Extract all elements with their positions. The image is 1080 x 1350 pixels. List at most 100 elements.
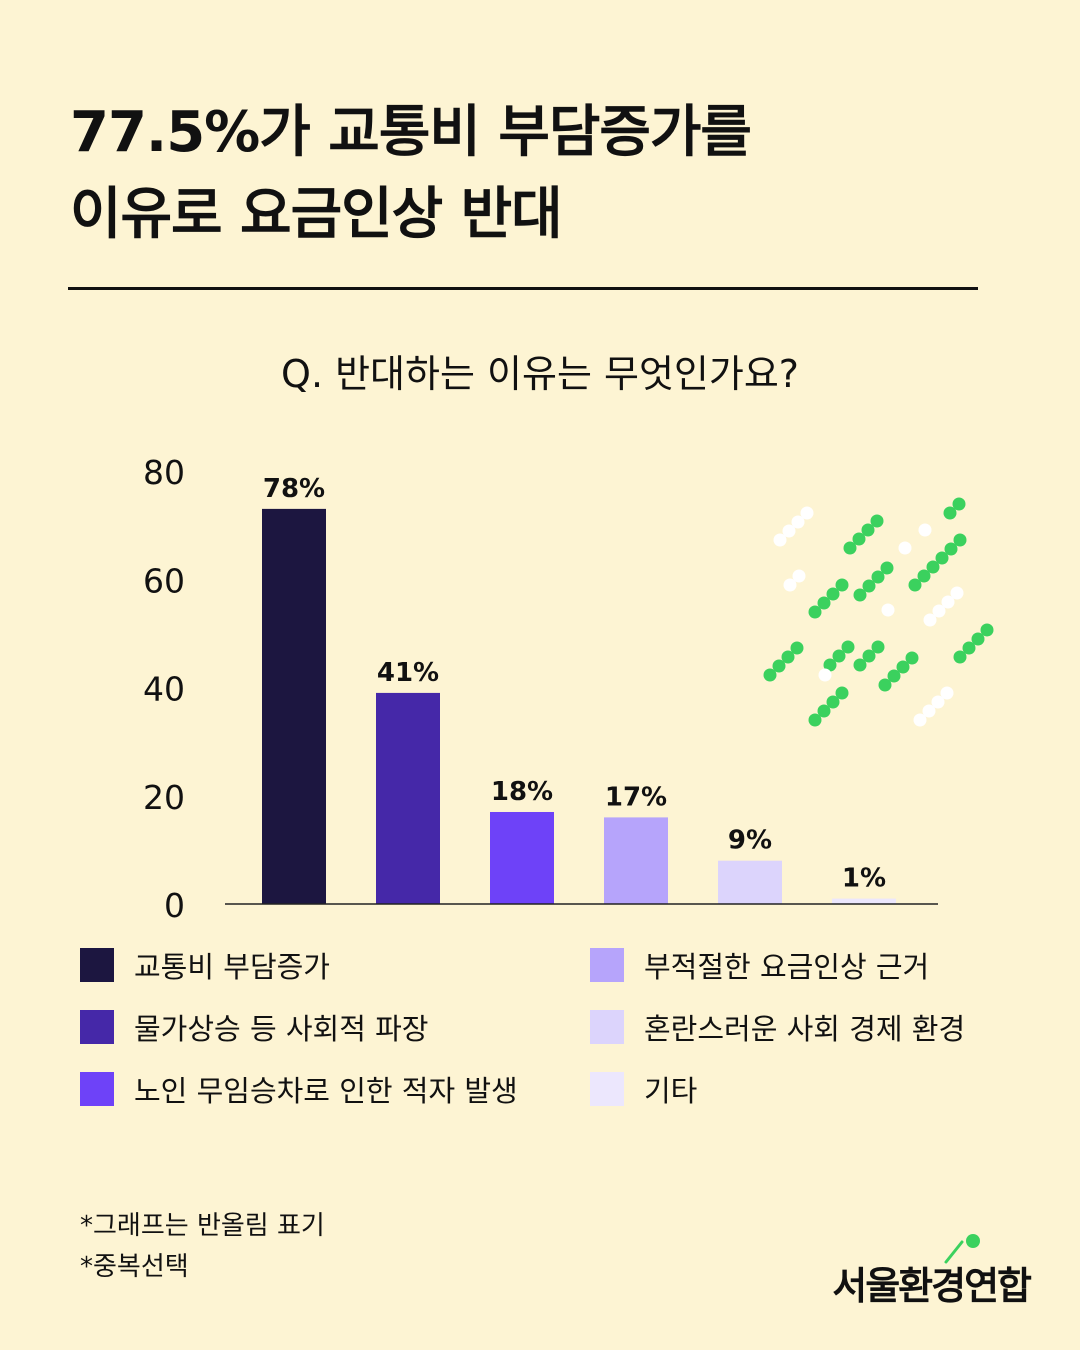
decor-dot bbox=[931, 695, 945, 709]
legend-swatch bbox=[80, 1072, 114, 1106]
decor-dot bbox=[823, 658, 837, 672]
data-label: 18% bbox=[491, 777, 553, 807]
legend-swatch bbox=[80, 1010, 114, 1044]
decor-dot bbox=[971, 632, 985, 646]
decor-dot bbox=[790, 641, 804, 655]
brand-leaf-icon bbox=[944, 1234, 980, 1264]
decor-dot bbox=[826, 695, 840, 709]
decor-dot bbox=[881, 603, 895, 617]
data-label: 9% bbox=[728, 826, 772, 856]
title-line-2: 이유로 요금인상 반대 bbox=[70, 182, 563, 247]
decor-dot bbox=[763, 668, 777, 682]
bar bbox=[832, 898, 896, 904]
decor-dot bbox=[913, 713, 927, 727]
data-label: 1% bbox=[842, 864, 886, 894]
legend-label: 부적절한 요금인상 근거 bbox=[644, 950, 930, 984]
legend-swatch bbox=[590, 1010, 624, 1044]
decor-dot bbox=[853, 588, 867, 602]
decor-dot bbox=[862, 579, 876, 593]
legend-item: 기타 bbox=[590, 1069, 697, 1109]
decor-dot bbox=[862, 649, 876, 663]
data-label: 41% bbox=[377, 658, 439, 688]
decor-dot bbox=[832, 649, 846, 663]
decor-dot bbox=[944, 542, 958, 556]
title-divider bbox=[68, 287, 978, 290]
decor-dot bbox=[782, 524, 796, 538]
decor-dot bbox=[922, 704, 936, 718]
decor-dot bbox=[980, 623, 994, 637]
decor-dot bbox=[896, 660, 910, 674]
y-tick-label: 60 bbox=[143, 561, 185, 600]
decor-dot bbox=[861, 523, 875, 537]
decor-dot bbox=[800, 506, 814, 520]
title-line-1: 77.5%가 교통비 부담증가를 bbox=[70, 100, 752, 165]
decor-dot bbox=[941, 595, 955, 609]
decor-dot bbox=[898, 541, 912, 555]
decor-dot bbox=[817, 596, 831, 610]
question-text: Q. 반대하는 이유는 무엇인가요? bbox=[281, 352, 799, 396]
decor-dot bbox=[853, 658, 867, 672]
bar bbox=[490, 811, 554, 904]
decor-dot bbox=[773, 533, 787, 547]
decor-dot bbox=[835, 578, 849, 592]
decor-dot bbox=[905, 651, 919, 665]
legend-label: 노인 무임승차로 인한 적자 발생 bbox=[134, 1074, 518, 1108]
decor-dot bbox=[953, 533, 967, 547]
decor-dot bbox=[818, 668, 832, 682]
y-tick-label: 80 bbox=[143, 453, 185, 492]
decor-dot bbox=[962, 641, 976, 655]
page-title: 77.5%가 교통비 부담증가를 이유로 요금인상 반대 bbox=[70, 92, 752, 256]
decor-dot bbox=[871, 570, 885, 584]
decor-dot bbox=[917, 569, 931, 583]
legend-label: 교통비 부담증가 bbox=[134, 950, 330, 984]
legend-item: 부적절한 요금인상 근거 bbox=[590, 945, 929, 985]
bar bbox=[262, 508, 326, 904]
decor-dot bbox=[808, 713, 822, 727]
data-label: 17% bbox=[605, 782, 667, 812]
data-label: 78% bbox=[263, 474, 325, 504]
decor-dot bbox=[880, 561, 894, 575]
decor-dot bbox=[772, 659, 786, 673]
rounding-note: *그래프는 반올림 표기 bbox=[80, 1211, 325, 1241]
decor-dot bbox=[918, 523, 932, 537]
decor-dot bbox=[950, 586, 964, 600]
bar bbox=[376, 692, 440, 904]
legend-item: 노인 무임승차로 인한 적자 발생 bbox=[80, 1069, 518, 1109]
decor-dot bbox=[953, 650, 967, 664]
decor-dot bbox=[843, 541, 857, 555]
decor-dot bbox=[781, 650, 795, 664]
legend-swatch bbox=[590, 948, 624, 982]
legend-swatch bbox=[590, 1072, 624, 1106]
legend-swatch bbox=[80, 948, 114, 982]
decor-dot bbox=[792, 569, 806, 583]
decor-dot bbox=[923, 613, 937, 627]
decor-dot bbox=[817, 704, 831, 718]
brand-logo-text: 서울환경연합 bbox=[832, 1264, 1032, 1308]
bar bbox=[718, 860, 782, 904]
decor-dot bbox=[887, 669, 901, 683]
legend-label: 물가상승 등 사회적 파장 bbox=[134, 1012, 429, 1046]
decor-dot bbox=[841, 640, 855, 654]
decor-dot bbox=[783, 578, 797, 592]
legend-item: 교통비 부담증가 bbox=[80, 945, 330, 985]
bar-chart: 0 20 40 60 80 78% 41% 18% 17% 9% 1% bbox=[143, 453, 994, 925]
decor-dot bbox=[870, 514, 884, 528]
decor-dot bbox=[826, 587, 840, 601]
decor-dot bbox=[926, 560, 940, 574]
decor-dot bbox=[791, 515, 805, 529]
legend-item: 혼란스러운 사회 경제 환경 bbox=[590, 1007, 965, 1047]
decor-dot bbox=[935, 551, 949, 565]
multi-select-note: *중복선택 bbox=[80, 1252, 189, 1282]
legend-label: 혼란스러운 사회 경제 환경 bbox=[644, 1012, 966, 1046]
decor-dot bbox=[943, 506, 957, 520]
decor-dot bbox=[808, 605, 822, 619]
decor-dot bbox=[932, 604, 946, 618]
y-tick-label: 20 bbox=[143, 778, 185, 817]
y-tick-label: 0 bbox=[164, 886, 185, 925]
decor-dot bbox=[852, 532, 866, 546]
decor-dot bbox=[952, 497, 966, 511]
decor-dot bbox=[940, 686, 954, 700]
y-tick-label: 40 bbox=[143, 670, 185, 709]
legend-item: 물가상승 등 사회적 파장 bbox=[80, 1007, 428, 1047]
bar bbox=[604, 817, 668, 904]
